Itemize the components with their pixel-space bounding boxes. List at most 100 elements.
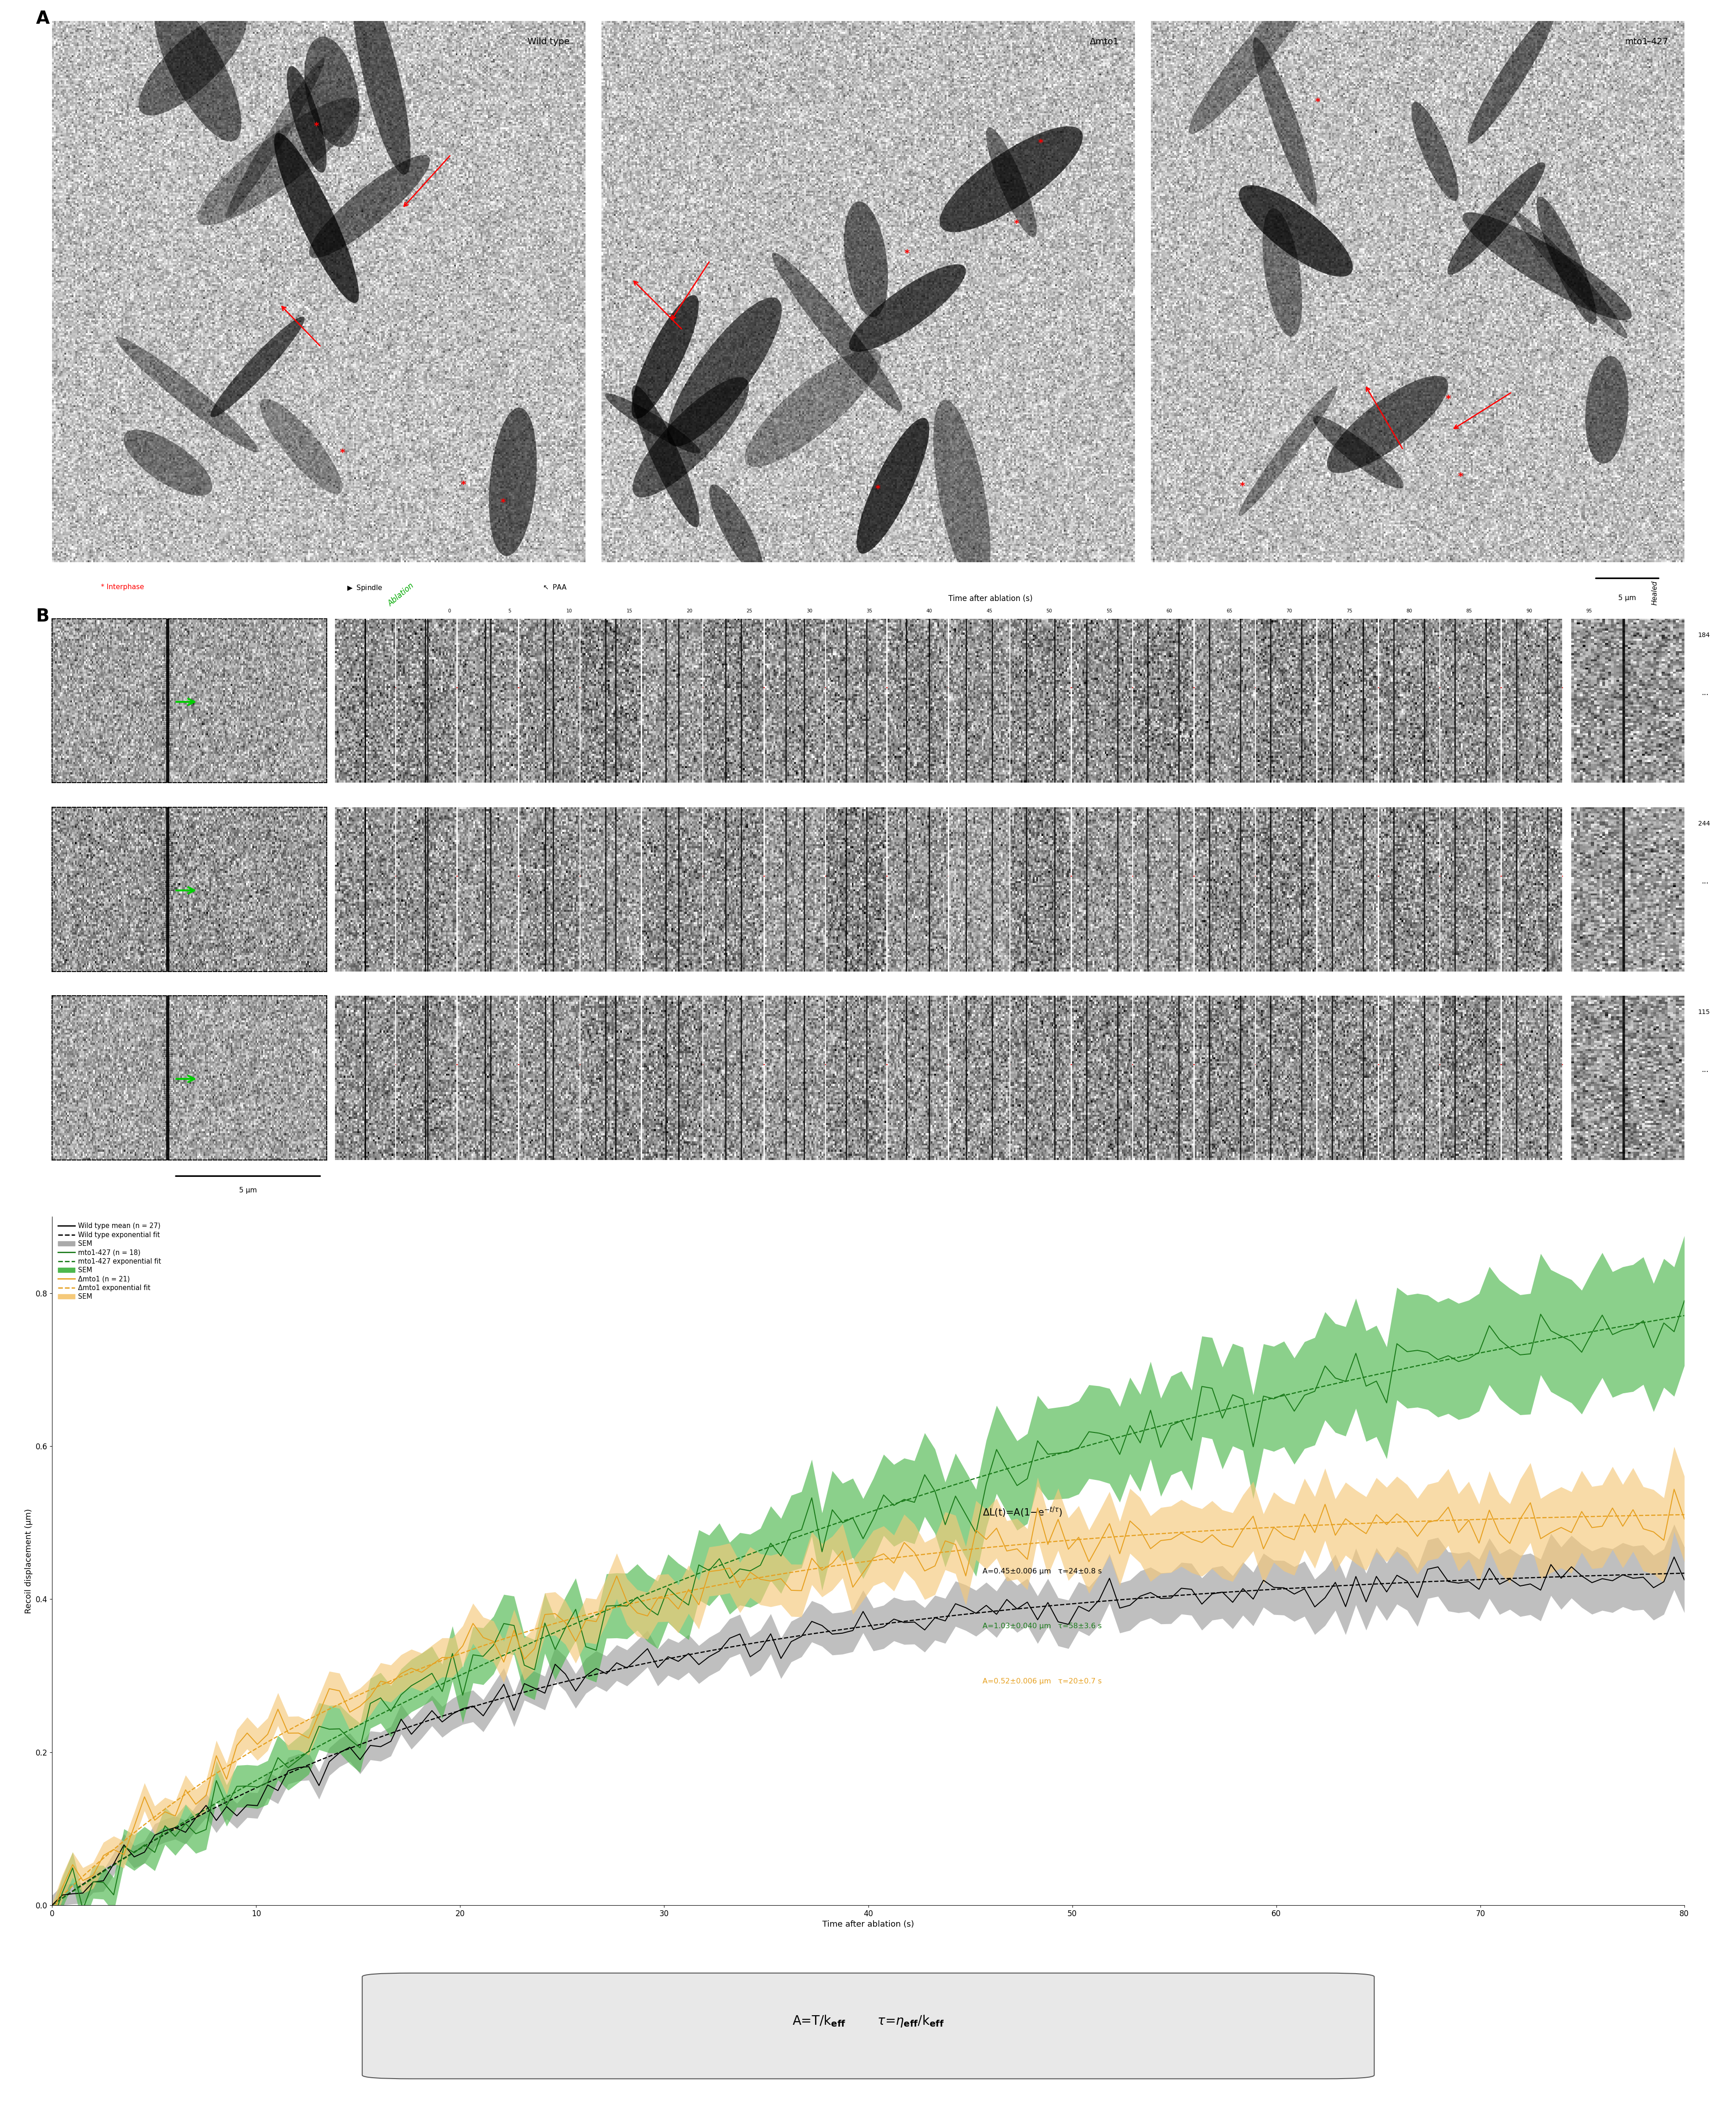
- Ellipse shape: [260, 398, 342, 495]
- Text: 0: 0: [448, 609, 451, 613]
- Text: * Interphase: * Interphase: [101, 583, 144, 590]
- Text: 5: 5: [507, 609, 510, 613]
- Text: 15: 15: [627, 609, 632, 613]
- Text: A=0.45±0.006 μm   τ=24±0.8 s: A=0.45±0.006 μm τ=24±0.8 s: [983, 1567, 1101, 1575]
- Ellipse shape: [1467, 11, 1554, 143]
- Text: 90: 90: [1526, 609, 1531, 613]
- Text: 80: 80: [1406, 609, 1411, 613]
- Ellipse shape: [932, 400, 990, 590]
- Text: 70: 70: [1286, 609, 1292, 613]
- Y-axis label: Recoil displacement (μm): Recoil displacement (μm): [24, 1508, 33, 1613]
- Ellipse shape: [856, 417, 929, 554]
- Text: ...: ...: [1701, 1066, 1708, 1074]
- Text: mto1-427: mto1-427: [1625, 38, 1668, 46]
- Ellipse shape: [939, 126, 1083, 232]
- Ellipse shape: [708, 484, 762, 575]
- Text: 85: 85: [1465, 609, 1472, 613]
- Ellipse shape: [604, 394, 700, 453]
- Ellipse shape: [1411, 101, 1458, 200]
- Text: 10: 10: [566, 609, 573, 613]
- Text: Healed: Healed: [1651, 581, 1658, 604]
- Text: 50: 50: [1045, 609, 1052, 613]
- Text: $\Delta$L(t)=A(1$-$e$^{-t/\tau}$): $\Delta$L(t)=A(1$-$e$^{-t/\tau}$): [983, 1506, 1062, 1518]
- Ellipse shape: [286, 65, 326, 173]
- Ellipse shape: [1312, 415, 1403, 489]
- Ellipse shape: [210, 316, 304, 417]
- Text: ...: ...: [1701, 876, 1708, 885]
- Text: $\nwarrow$ PAA: $\nwarrow$ PAA: [542, 583, 568, 592]
- Text: *: *: [460, 480, 465, 489]
- Text: 115: 115: [1698, 1009, 1710, 1015]
- Text: 244: 244: [1698, 821, 1710, 828]
- Ellipse shape: [123, 430, 212, 495]
- Text: A: A: [36, 11, 50, 27]
- Text: 184: 184: [1698, 632, 1710, 638]
- Text: Δmto1: Δmto1: [1088, 38, 1118, 46]
- Ellipse shape: [773, 253, 901, 411]
- FancyBboxPatch shape: [363, 1973, 1373, 2079]
- Ellipse shape: [632, 377, 748, 497]
- Ellipse shape: [1514, 211, 1627, 339]
- Ellipse shape: [849, 263, 965, 352]
- Text: *: *: [1458, 472, 1463, 482]
- Ellipse shape: [139, 13, 247, 116]
- Text: 20: 20: [686, 609, 693, 613]
- Ellipse shape: [1462, 213, 1632, 320]
- Ellipse shape: [155, 0, 241, 141]
- Text: Wild type: Wild type: [528, 38, 569, 46]
- Text: B: B: [36, 609, 49, 625]
- Text: 65: 65: [1226, 609, 1233, 613]
- Ellipse shape: [1253, 38, 1316, 206]
- Ellipse shape: [1448, 162, 1545, 274]
- Text: Time after ablation (s): Time after ablation (s): [948, 594, 1033, 602]
- Text: 45: 45: [986, 609, 991, 613]
- Text: A=0.52±0.006 μm   τ=20±0.7 s: A=0.52±0.006 μm τ=20±0.7 s: [983, 1678, 1101, 1685]
- Ellipse shape: [226, 59, 325, 219]
- Ellipse shape: [1536, 196, 1595, 324]
- Ellipse shape: [1189, 0, 1316, 135]
- Text: *: *: [1314, 97, 1319, 107]
- Ellipse shape: [274, 133, 359, 303]
- Text: 5 μm: 5 μm: [1618, 594, 1635, 602]
- Text: *: *: [904, 249, 910, 259]
- Legend: Wild type mean (n = 27), Wild type exponential fit, SEM, mto1-427 (n = 18), mto1: Wild type mean (n = 27), Wild type expon…: [56, 1219, 163, 1304]
- X-axis label: Time after ablation (s): Time after ablation (s): [823, 1921, 913, 1929]
- Text: *: *: [1240, 482, 1245, 491]
- Text: 35: 35: [866, 609, 871, 613]
- Text: A=1.03±0.040 μm   τ=58±3.6 s: A=1.03±0.040 μm τ=58±3.6 s: [983, 1624, 1101, 1630]
- Ellipse shape: [844, 202, 887, 318]
- Ellipse shape: [1238, 385, 1337, 516]
- Ellipse shape: [1585, 356, 1628, 463]
- Text: *: *: [500, 499, 505, 508]
- Text: 25: 25: [746, 609, 752, 613]
- Ellipse shape: [632, 385, 700, 526]
- Ellipse shape: [1262, 208, 1302, 337]
- Text: 95: 95: [1585, 609, 1592, 613]
- Text: Ablation: Ablation: [387, 581, 417, 609]
- Text: *: *: [340, 449, 345, 457]
- Text: 55: 55: [1106, 609, 1113, 613]
- Ellipse shape: [309, 156, 431, 257]
- Ellipse shape: [1326, 375, 1448, 474]
- Text: 30: 30: [806, 609, 812, 613]
- Ellipse shape: [198, 97, 359, 225]
- Text: ...: ...: [1701, 689, 1708, 697]
- Text: 75: 75: [1345, 609, 1352, 613]
- Text: *: *: [1038, 139, 1043, 147]
- Ellipse shape: [352, 0, 410, 175]
- Ellipse shape: [667, 297, 781, 446]
- Ellipse shape: [490, 409, 536, 556]
- Text: *: *: [1014, 219, 1019, 230]
- Text: 60: 60: [1167, 609, 1172, 613]
- Text: 40: 40: [925, 609, 932, 613]
- Ellipse shape: [1238, 185, 1352, 276]
- Text: *: *: [875, 484, 880, 493]
- Ellipse shape: [986, 126, 1036, 238]
- Text: *: *: [1446, 394, 1451, 404]
- Ellipse shape: [304, 36, 359, 147]
- Text: *: *: [314, 122, 319, 131]
- Ellipse shape: [632, 295, 698, 419]
- Ellipse shape: [745, 350, 882, 468]
- Text: 5 μm: 5 μm: [240, 1188, 257, 1194]
- Text: $\blacktriangleright$ Spindle: $\blacktriangleright$ Spindle: [345, 583, 382, 592]
